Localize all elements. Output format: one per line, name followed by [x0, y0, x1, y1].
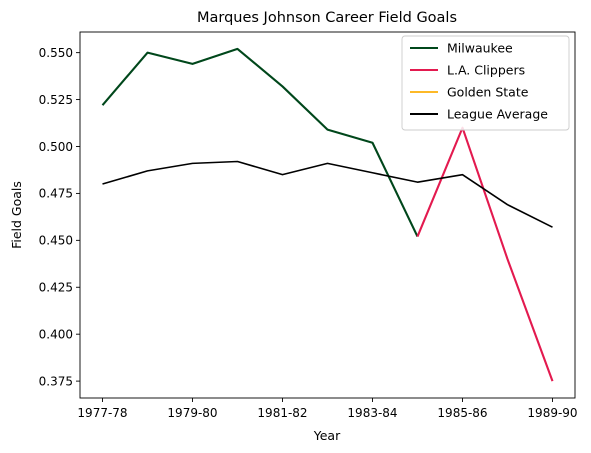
legend-label-milwaukee: Milwaukee [447, 40, 513, 55]
x-tick-label: 1979-80 [167, 406, 217, 420]
x-tick-label: 1977-78 [77, 406, 127, 420]
y-axis-label: Field Goals [9, 181, 24, 249]
y-tick-label: 0.375 [39, 374, 73, 388]
series-line-league-average [102, 160, 553, 228]
y-tick-label: 0.475 [39, 187, 73, 201]
series-line-l-a-clippers [416, 126, 554, 382]
y-tick-label: 0.425 [39, 281, 73, 295]
legend-label-league-average: League Average [447, 106, 548, 121]
x-tick-label: 1983-84 [347, 406, 397, 420]
x-axis: 1977-78 1979-80 1981-82 1983-84 1985-86 1989-… [77, 398, 578, 420]
y-axis: 0.375 0.400 0.425 0.450 0.475 0.500 0.525 0.550 [39, 46, 80, 388]
y-tick-label: 0.525 [39, 93, 73, 107]
legend-label-l-a-clippers: L.A. Clippers [447, 62, 525, 77]
legend: Milwaukee L.A. Clippers Golden State League… [401, 35, 570, 131]
legend-label-golden-state: Golden State [447, 84, 529, 99]
y-tick-label: 0.500 [39, 140, 73, 154]
x-tick-label: 1981-82 [257, 406, 307, 420]
series-line-milwaukee [101, 47, 419, 238]
series-layer [101, 47, 554, 382]
chart-title: Marques Johnson Career Field Goals [197, 10, 457, 26]
y-tick-label: 0.450 [39, 234, 73, 248]
y-tick-label: 0.550 [39, 46, 73, 60]
x-tick-label: 1985-86 [437, 406, 487, 420]
x-tick-label: 1989-90 [527, 406, 577, 420]
plot-frame [79, 31, 576, 399]
x-axis-label: Year [313, 428, 341, 443]
y-tick-label: 0.400 [39, 327, 73, 341]
axes-layer [79, 31, 576, 399]
legend-box [401, 35, 570, 131]
